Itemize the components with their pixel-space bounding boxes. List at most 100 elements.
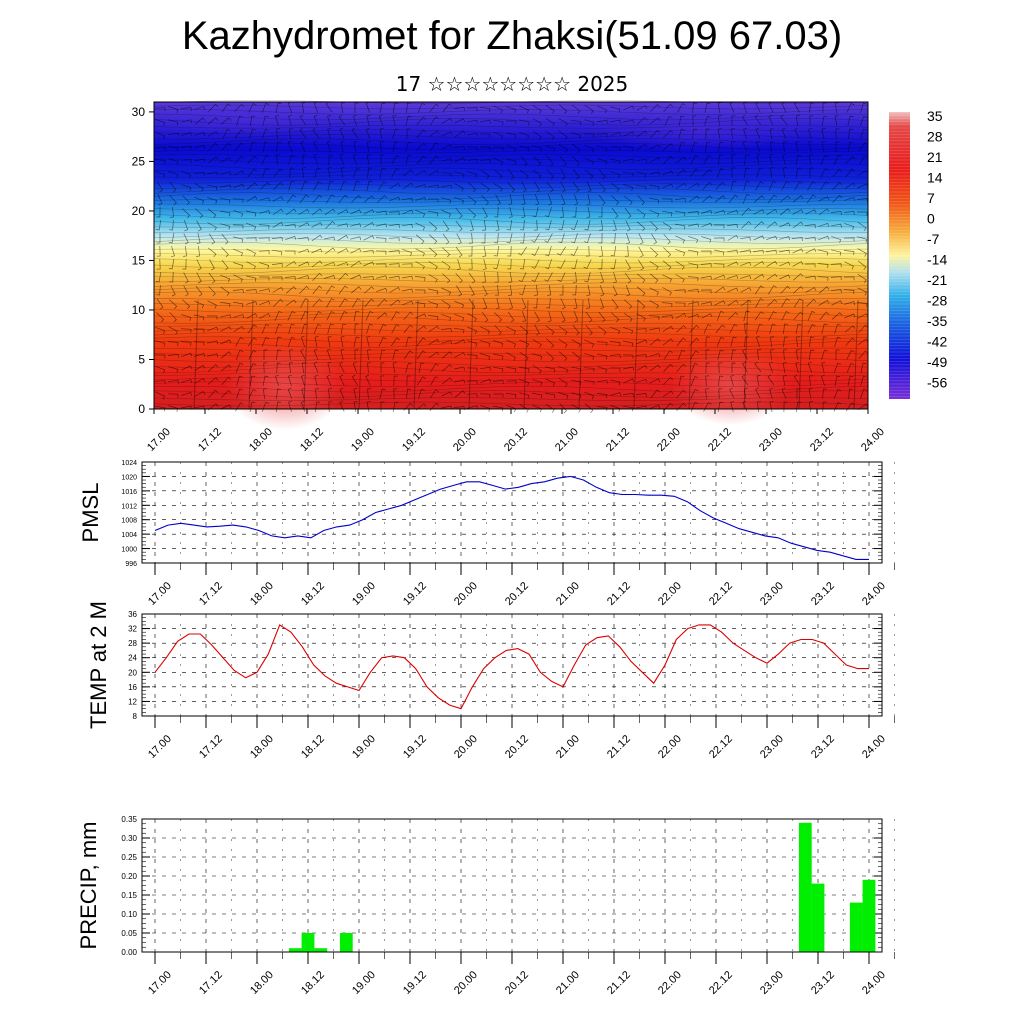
wind-barb — [534, 194, 540, 206]
wind-barb — [727, 299, 739, 306]
wind-barb — [663, 103, 674, 112]
wind-barb — [221, 376, 232, 386]
x-tick-label: 22.12 — [707, 733, 735, 761]
x-tick-label: 17.00 — [146, 580, 174, 608]
wind-barb — [804, 224, 816, 228]
wind-barb — [507, 245, 512, 257]
wind-barb — [662, 260, 672, 271]
wind-barb — [546, 155, 554, 167]
wind-barb — [259, 300, 271, 306]
wind-barb — [584, 339, 595, 348]
wind-barb — [584, 105, 594, 114]
wind-barb — [493, 146, 504, 151]
wind-barb — [377, 298, 388, 307]
wind-barb — [428, 234, 438, 245]
wind-barb — [612, 220, 617, 232]
wind-barb — [480, 366, 491, 371]
wind-barb — [611, 195, 620, 206]
wind-barb — [727, 287, 739, 293]
wind-barb — [183, 272, 189, 284]
contour-line — [153, 142, 869, 151]
wind-barb — [181, 119, 193, 124]
wind-barb — [181, 170, 192, 179]
wind-barb — [389, 196, 401, 202]
cold-area — [160, 100, 340, 136]
wind-barb — [506, 326, 516, 335]
wind-barb — [584, 403, 594, 414]
x-tick-label: 20.00 — [451, 426, 479, 454]
wind-barb — [689, 324, 700, 333]
wind-barb — [415, 170, 427, 176]
wind-barb — [350, 286, 362, 294]
wind-barb — [648, 315, 660, 320]
y-tick-label: 0 — [138, 402, 145, 416]
wind-barb — [740, 249, 752, 254]
wind-barb — [796, 388, 801, 399]
wind-barb — [430, 363, 439, 373]
wind-barb — [571, 259, 578, 270]
wind-barb — [638, 233, 644, 245]
wind-barb — [558, 104, 568, 115]
wind-barb — [375, 237, 387, 242]
wind-barb — [377, 195, 388, 203]
wind-barb — [324, 208, 336, 216]
wind-barb — [611, 207, 619, 219]
x-tick-label: 22.00 — [656, 733, 684, 761]
wind-barb — [782, 375, 787, 386]
colorbar-label: -14 — [927, 252, 947, 268]
wind-barb — [623, 378, 635, 384]
wind-barb — [365, 374, 371, 386]
wind-barb — [441, 287, 452, 296]
wind-barb — [638, 259, 645, 271]
wind-barb — [596, 393, 608, 399]
x-tick-label: 18.12 — [299, 969, 327, 997]
wind-barb — [822, 102, 827, 114]
wind-barb — [288, 374, 292, 386]
wind-barb — [691, 141, 698, 152]
wind-barb — [678, 115, 685, 126]
wind-barb — [313, 311, 322, 321]
wind-barb — [262, 375, 269, 386]
wind-barb — [454, 118, 466, 124]
wind-barb — [314, 167, 321, 178]
wind-barb — [338, 272, 349, 281]
wind-barb — [259, 197, 271, 202]
wind-barb — [154, 380, 166, 385]
x-tick-label: 21.00 — [554, 733, 582, 761]
wind-barb — [832, 168, 843, 177]
wind-barb — [649, 364, 661, 372]
wind-barb — [731, 115, 736, 127]
wind-barb — [415, 403, 427, 411]
wind-barb — [493, 393, 504, 398]
wind-barb — [196, 272, 202, 284]
wind-barb — [506, 366, 517, 373]
wind-barb — [705, 336, 710, 348]
contour-line — [153, 277, 869, 283]
wind-barb — [246, 261, 256, 270]
wind-barb — [390, 337, 400, 347]
wind-barb — [807, 324, 816, 334]
wind-barb — [183, 285, 189, 297]
wind-barb — [755, 335, 761, 347]
wind-barb — [362, 276, 374, 281]
wind-barb — [389, 275, 400, 280]
wind-barb — [276, 349, 282, 361]
wind-barb — [298, 236, 309, 241]
wind-barb — [455, 207, 463, 219]
wind-barb — [275, 323, 283, 334]
wind-barb — [364, 286, 375, 294]
wind-barb — [428, 288, 439, 295]
wind-barb — [636, 130, 648, 138]
wind-barb — [610, 171, 621, 179]
wind-barb — [506, 144, 517, 153]
wind-barb — [531, 233, 540, 243]
wind-barb — [454, 366, 465, 371]
wind-barb — [415, 196, 427, 201]
wind-barb — [168, 259, 175, 270]
wind-barb — [300, 348, 306, 360]
wind-barb — [324, 236, 335, 241]
wind-barb — [846, 103, 855, 113]
wind-barb — [414, 276, 426, 282]
wind-barb — [168, 106, 179, 113]
wind-barb — [744, 323, 749, 335]
